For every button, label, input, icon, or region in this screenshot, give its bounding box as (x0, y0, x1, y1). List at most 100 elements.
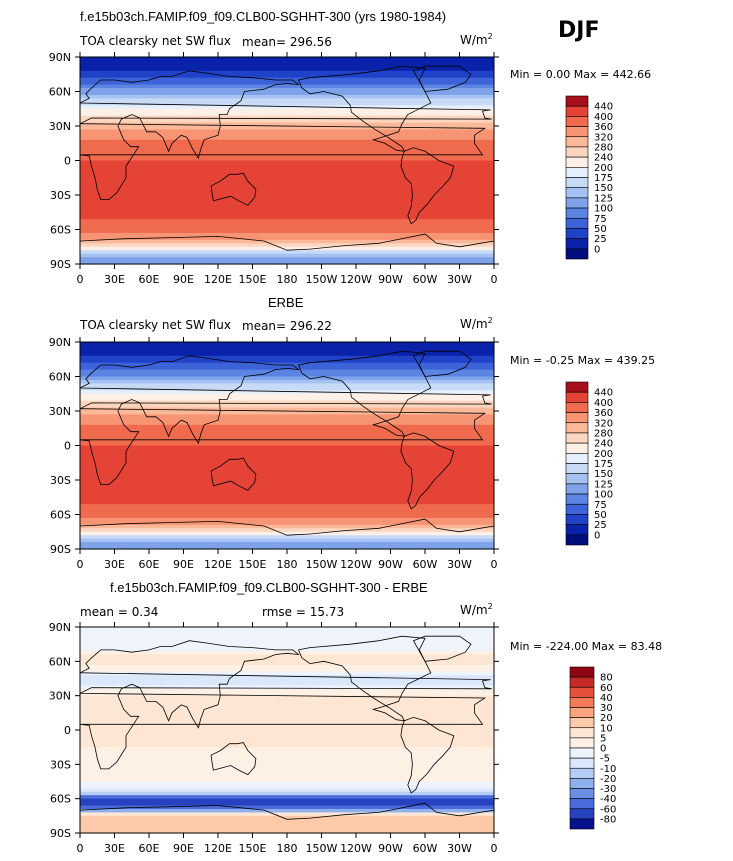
field-band (80, 542, 494, 547)
field-band (80, 476, 494, 481)
field-band (80, 129, 494, 134)
field-band (80, 373, 494, 378)
field-band (80, 545, 494, 550)
colorbar-box (565, 453, 589, 464)
field-band (80, 188, 494, 193)
lat-tick-label: 0 (64, 155, 71, 168)
field-band (80, 826, 494, 831)
field-band (80, 208, 494, 213)
field-band (80, 473, 494, 478)
lon-tick-label: 60E (139, 273, 160, 286)
colorbar-label: 240 (594, 439, 613, 450)
colorbar-label: 0 (594, 530, 600, 541)
colorbar-box (565, 248, 589, 260)
field-band (80, 70, 494, 75)
field-band (80, 538, 494, 543)
colorbar-box (565, 463, 589, 474)
field-band (80, 702, 494, 707)
field-band (80, 528, 494, 533)
colorbar-box (565, 391, 589, 403)
field-band (80, 212, 494, 217)
field-band (80, 257, 494, 262)
field-band (80, 730, 494, 735)
field-band (80, 668, 494, 673)
field-band (80, 723, 494, 728)
field-band (80, 253, 494, 258)
lat-tick-label: 60N (49, 86, 71, 99)
lat-tick-label: 30S (50, 474, 71, 487)
lon-tick-label: 30E (104, 558, 125, 571)
field-band (80, 802, 494, 807)
field-band (80, 719, 494, 724)
panel-2-units: W/m2 (460, 316, 493, 331)
colorbar-label: 125 (594, 479, 613, 490)
colorbar-box (565, 146, 589, 158)
lon-tick-label: 150W (306, 842, 338, 855)
lon-tick-label: 0 (77, 273, 84, 286)
panel-1-minmax: Min = 0.00 Max = 442.66 (510, 68, 652, 81)
panel-1-variable-label: TOA clearsky net SW flux (80, 34, 231, 48)
field-band (80, 150, 494, 155)
coastline (210, 172, 257, 206)
field-band (80, 191, 494, 196)
field-band (80, 260, 494, 265)
colorbar-box (569, 676, 595, 688)
lat-tick-label: 90S (50, 827, 71, 840)
coastline (79, 70, 492, 201)
colorbar-label: -40 (600, 794, 616, 805)
panel-1-units-text: W/m (460, 33, 488, 47)
colorbar-label: 175 (594, 173, 613, 184)
field-band (80, 201, 494, 206)
lat-tick-label: 0 (64, 440, 71, 453)
field-band (80, 383, 494, 388)
field-band (80, 94, 494, 99)
field-band (80, 805, 494, 810)
field-band (80, 480, 494, 485)
field-band (80, 379, 494, 384)
colorbar-box (569, 747, 595, 759)
field-band (80, 424, 494, 429)
colorbar-box (565, 207, 589, 219)
lon-tick-label: 180 (277, 558, 298, 571)
lat-tick-label: 30N (49, 690, 71, 703)
panel-1-field (80, 57, 494, 265)
panel-2-variable-label: TOA clearsky net SW flux (80, 318, 231, 332)
colorbar-label: 440 (594, 388, 613, 399)
lon-tick-label: 30E (104, 273, 125, 286)
field-band (80, 815, 494, 820)
field-band (80, 404, 494, 409)
colorbar-box (565, 156, 589, 168)
field-band (80, 678, 494, 683)
colorbar-box (565, 483, 589, 495)
field-band (80, 414, 494, 419)
lon-tick-label: 0 (77, 558, 84, 571)
field-band (80, 421, 494, 426)
field-band (80, 490, 494, 495)
lat-tick-label: 90N (49, 51, 71, 64)
colorbar-box (565, 105, 589, 117)
field-band (80, 174, 494, 179)
lon-tick-label: 120W (340, 558, 372, 571)
field-band (80, 119, 494, 124)
field-band (80, 177, 494, 182)
colorbar-label: 0 (600, 744, 606, 755)
coastline (297, 635, 432, 722)
lon-tick-label: 30W (447, 558, 472, 571)
field-band (80, 215, 494, 220)
colorbar-box (565, 187, 589, 199)
field-band (80, 60, 494, 65)
field-band (80, 535, 494, 540)
coastline (412, 350, 472, 377)
field-band (80, 664, 494, 669)
panel-3-field (80, 627, 494, 834)
coastline (400, 432, 455, 510)
lon-tick-label: 90W (378, 842, 403, 855)
field-band (80, 740, 494, 745)
panel-1-title: f.e15b03ch.FAMIP.f09_f09.CLB00-SGHHT-300… (80, 9, 447, 24)
coastline (79, 355, 492, 486)
coastline (210, 457, 257, 491)
colorbar-label: 25 (594, 520, 607, 531)
field-band (80, 132, 494, 137)
